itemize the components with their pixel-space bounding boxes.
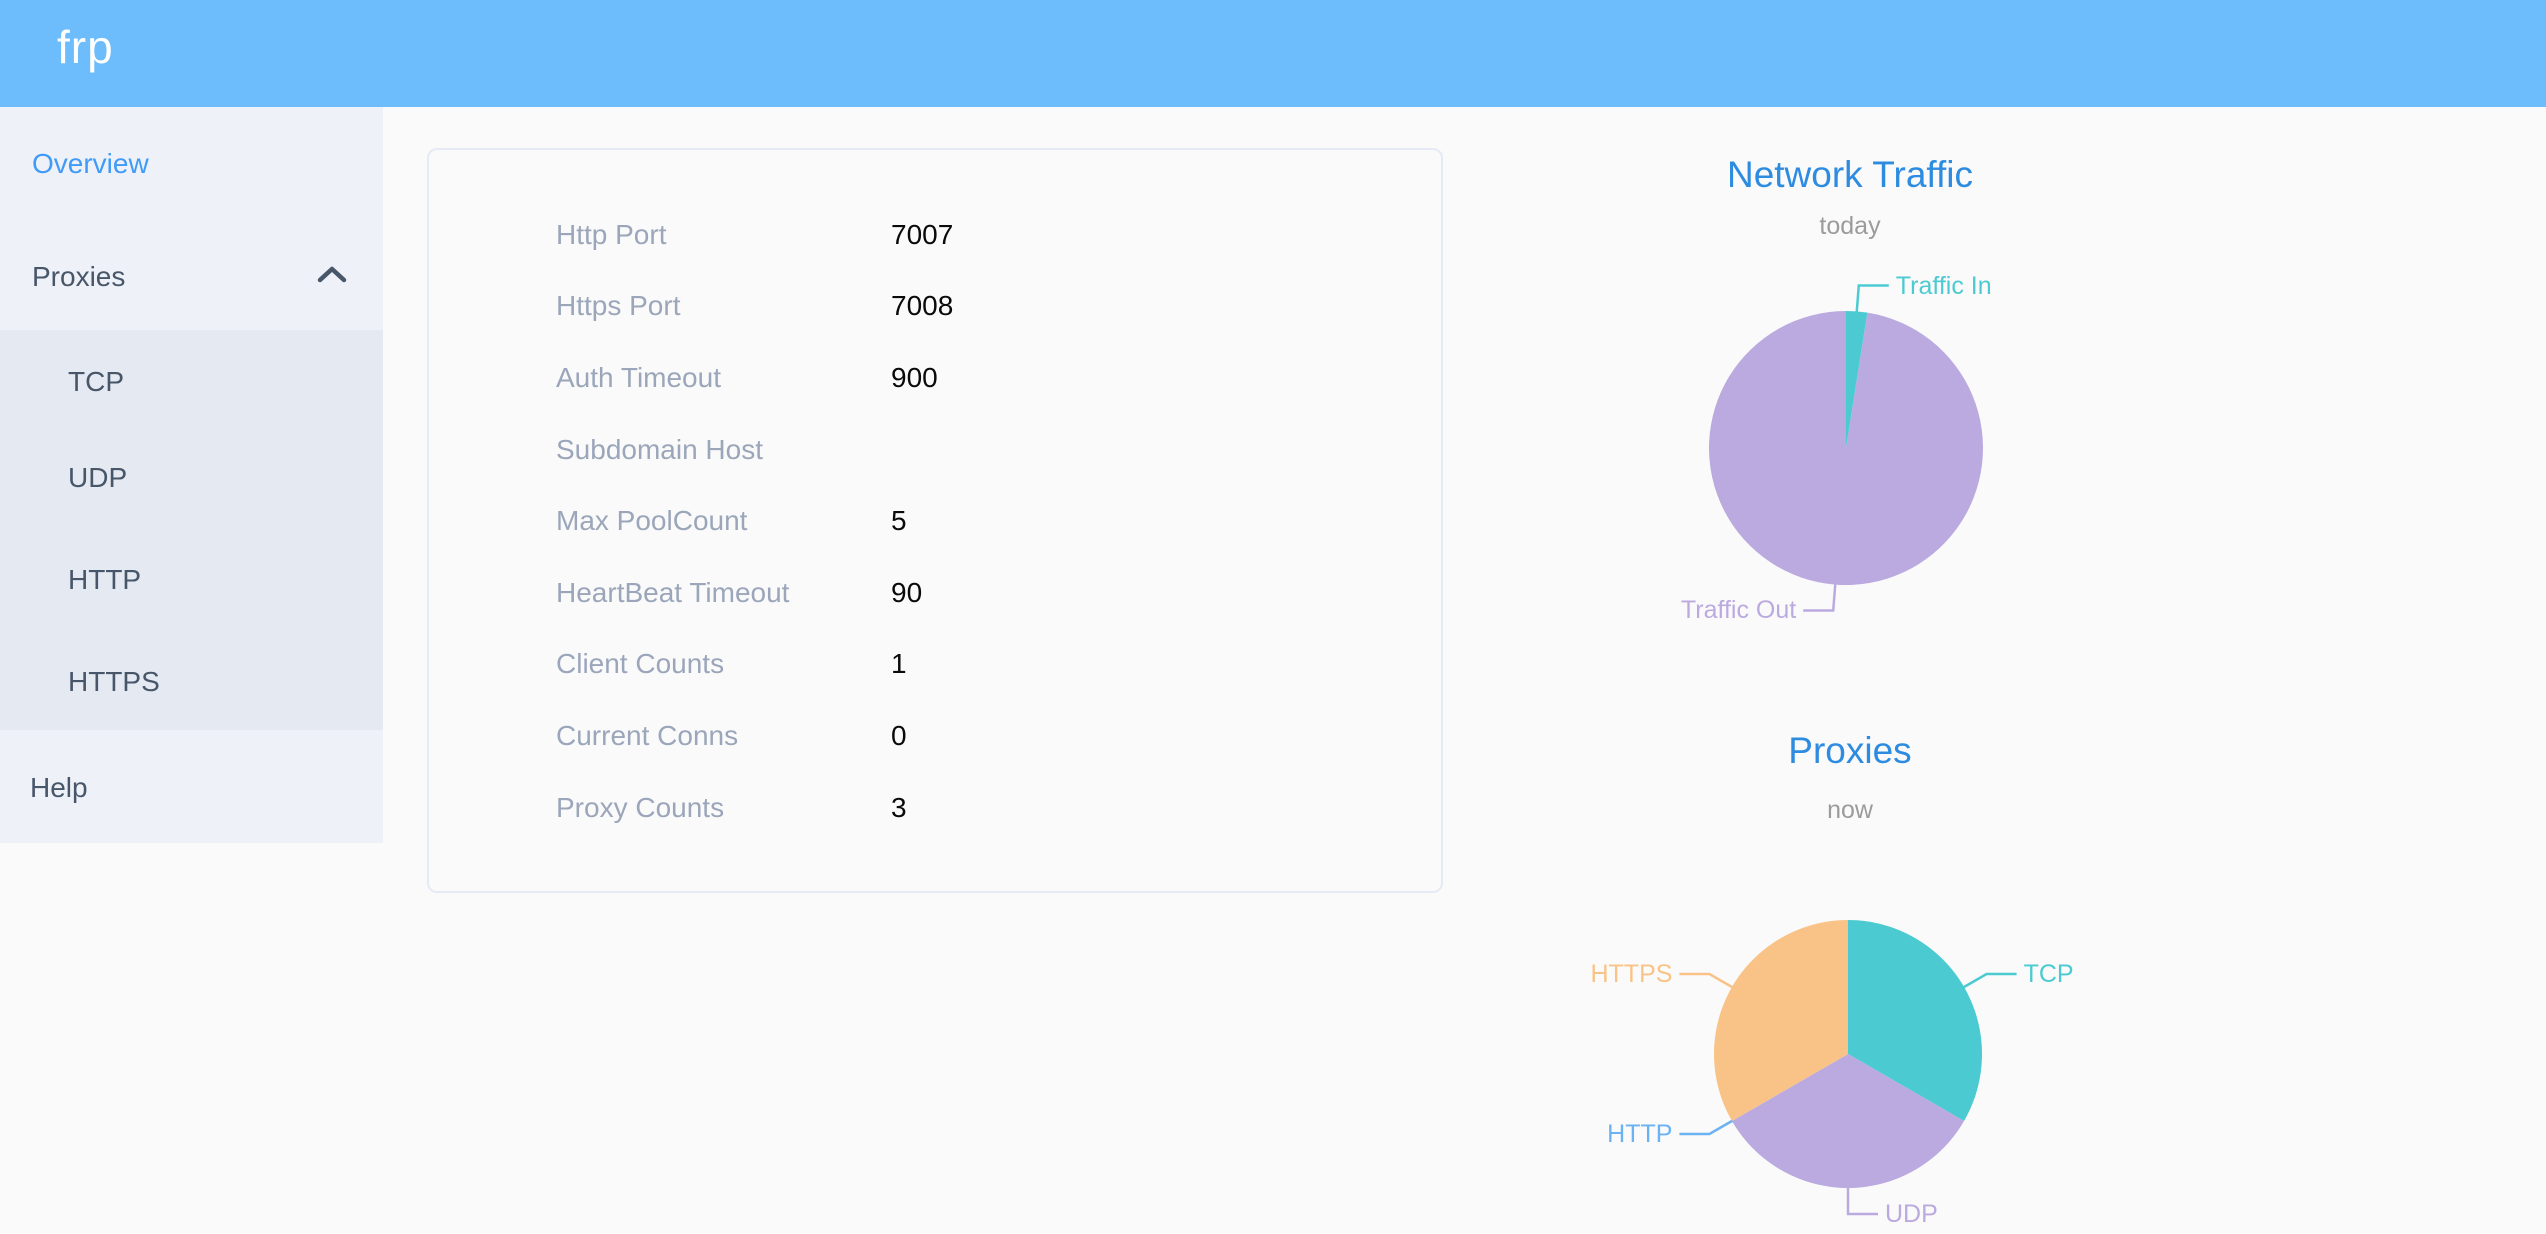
chevron-up-icon[interactable] (316, 265, 348, 284)
info-row-https-port: Https Port 7008 (429, 271, 1441, 343)
info-value: 90 (891, 576, 923, 608)
info-row-current-conns: Current Conns 0 (429, 700, 1441, 772)
info-label: Auth Timeout (556, 361, 721, 393)
server-info-card: Http Port 7007 Https Port 7008 Auth Time… (427, 148, 1443, 893)
app-logo: frp (57, 21, 114, 73)
chart-subtitle: now (1827, 796, 1873, 824)
proxies-chart: Proxies now TCP UDP HTTP HTTPS (1520, 690, 2180, 1234)
chart-subtitle: today (1819, 212, 1881, 240)
pie-label-line-udp (1846, 1187, 1878, 1216)
info-value: 7008 (891, 290, 954, 322)
sidebar-item-overview[interactable]: Overview (32, 144, 149, 184)
pie-slice-traffic-out[interactable] (1709, 311, 1983, 585)
info-value: 3 (891, 791, 907, 823)
sidebar-item-label: HTTP (68, 564, 142, 595)
info-label: Current Conns (556, 719, 739, 751)
header-bar: frp (0, 0, 2546, 107)
info-value: 7007 (891, 218, 954, 250)
sidebar-item-label: Help (30, 772, 88, 803)
info-value: 900 (891, 361, 938, 393)
pie-label-udp: UDP (1885, 1200, 1938, 1228)
sidebar-item-label: HTTPS (68, 666, 160, 697)
sidebar-item-http[interactable]: HTTP (68, 560, 141, 600)
chart-title: Network Traffic (1726, 154, 1974, 195)
info-label: Max PoolCount (556, 505, 748, 537)
sidebar-item-https[interactable]: HTTPS (68, 662, 160, 702)
chart-title: Proxies (1788, 730, 1912, 771)
pie-label-http: HTTP (1607, 1120, 1673, 1148)
sidebar-item-tcp[interactable]: TCP (68, 362, 124, 402)
info-value: 5 (891, 505, 907, 537)
network-traffic-chart: Network Traffic today Traffic In Traffic … (1520, 140, 2180, 685)
proxies-submenu-panel (0, 330, 383, 730)
info-label: Http Port (556, 218, 667, 250)
pie-label-line-traffic-in (1855, 284, 1889, 313)
pie-label-line-traffic-out (1803, 583, 1837, 612)
pie-slice-tcp[interactable] (1848, 920, 1982, 1121)
info-row-heartbeat-timeout: HeartBeat Timeout 90 (429, 557, 1441, 629)
sidebar: Overview Proxies TCP UDP HTTP HTTPS Help (0, 107, 383, 843)
server-info-rows: Http Port 7007 Https Port 7008 Auth Time… (429, 199, 1441, 843)
info-value: 1 (891, 648, 907, 680)
info-row-proxy-counts: Proxy Counts 3 (429, 772, 1441, 844)
info-row-max-poolcount: Max PoolCount 5 (429, 485, 1441, 557)
sidebar-item-proxies[interactable]: Proxies (32, 257, 125, 297)
pie-label-traffic-in: Traffic In (1895, 271, 1992, 300)
sidebar-item-label: UDP (68, 462, 128, 493)
info-row-http-port: Http Port 7007 (429, 199, 1441, 271)
sidebar-item-help[interactable]: Help (30, 768, 88, 808)
pie-label-tcp: TCP (2023, 960, 2074, 988)
proxies-pie (1679, 920, 2017, 1216)
info-row-auth-timeout: Auth Timeout 900 (429, 342, 1441, 414)
info-row-client-counts: Client Counts 1 (429, 629, 1441, 701)
info-label: Https Port (556, 290, 681, 322)
info-label: Subdomain Host (556, 433, 764, 465)
info-label: Client Counts (556, 648, 725, 680)
pie-label-traffic-out: Traffic Out (1680, 596, 1797, 625)
sidebar-item-label: Proxies (32, 261, 126, 292)
pie-label-https: HTTPS (1590, 960, 1673, 988)
pie-slice-https[interactable] (1714, 920, 1848, 1121)
info-row-subdomain-host: Subdomain Host (429, 414, 1441, 486)
pie-slice-udp[interactable] (1731, 1054, 1965, 1188)
pie-label-line-http (1679, 1119, 1734, 1136)
network-traffic-pie (1709, 284, 1983, 612)
pie-slice-traffic-in[interactable] (1846, 311, 1868, 448)
sidebar-item-udp[interactable]: UDP (68, 458, 127, 498)
pie-label-line-https (1679, 972, 1734, 989)
info-value: 0 (891, 719, 907, 751)
info-label: HeartBeat Timeout (556, 576, 790, 608)
sidebar-item-label: Overview (32, 148, 149, 179)
pie-label-line-tcp (1962, 972, 2017, 989)
sidebar-item-label: TCP (68, 366, 124, 397)
info-label: Proxy Counts (556, 791, 725, 823)
